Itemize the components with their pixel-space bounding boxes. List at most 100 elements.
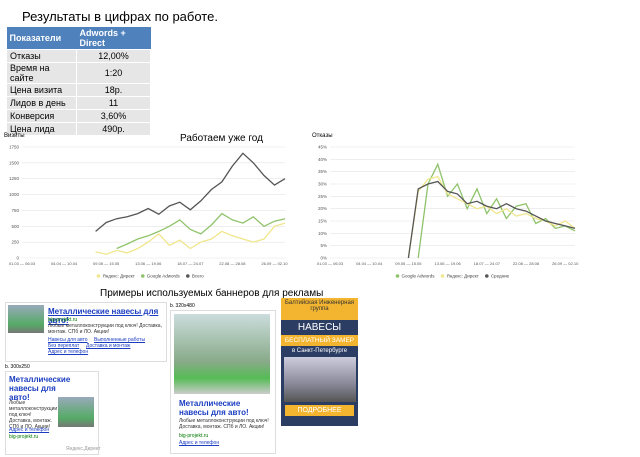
ad-button[interactable]: ПОДРОБНЕЕ <box>285 405 354 416</box>
x-tick-label: 09.05 — 15.05 <box>93 261 120 266</box>
legend-label: Google Adwords <box>402 274 436 279</box>
x-tick-label: 13.06 — 19.06 <box>135 261 162 266</box>
ad-text: Любые металлоконструкции под ключ! Доста… <box>9 400 58 430</box>
small-ad: Металлические навесы для авто! Любые мет… <box>5 371 101 455</box>
legend-swatch <box>140 274 145 278</box>
table-cell: Отказы <box>6 49 77 63</box>
chart-title: Отказы <box>312 133 333 139</box>
results-table: Показатели Adwords + Direct Отказы 12,00% В… <box>6 27 152 136</box>
x-tick-label: 18.07 — 24.07 <box>474 261 501 266</box>
x-tick-label: 26.09 — 02.10 <box>261 261 288 266</box>
charts: Визиты 0 250 500 750 1000 1250 1500 1750 01.03 — … <box>4 133 579 279</box>
y-tick-label: 30% <box>318 182 327 187</box>
display-ad[interactable]: Балтийская Инженерная группа НАВЕСЫ БЕСП… <box>281 298 358 426</box>
x-tick-label: 22.08 — 28.08 <box>513 261 540 266</box>
legend-swatch <box>186 274 190 278</box>
x-tick-label: 01.03 — 06.03 <box>9 261 36 266</box>
table-cell: Время на сайте <box>6 62 77 84</box>
ad-title[interactable]: Металлические навесы для авто! <box>48 307 159 325</box>
y-tick-label: 1250 <box>9 176 20 181</box>
y-tick-label: 0% <box>320 256 327 261</box>
header-cell: Adwords + Direct <box>76 27 151 50</box>
banners-heading: Примеры используемых баннеров для реклам… <box>100 288 324 299</box>
x-tick-label: 26.09 — 02.10 <box>552 261 579 266</box>
table-cell: 12,00% <box>75 49 152 63</box>
ad-link[interactable]: Адрес и телефон <box>48 349 89 355</box>
y-tick-label: 1750 <box>9 145 20 150</box>
ad-offer: БЕСПЛАТНЫЙ ЗАМЕР <box>281 335 358 346</box>
legend-label: Google Adwords <box>147 274 181 279</box>
ad-link[interactable]: Без переплат <box>48 343 80 349</box>
legend-label: Яндекс: Директ <box>103 274 135 279</box>
legend-swatch <box>395 274 400 278</box>
y-tick-label: 1000 <box>9 192 20 197</box>
table-cell: Цена лида <box>6 122 77 136</box>
y-tick-label: 10% <box>318 231 327 236</box>
x-tick-label: 18.07 — 24.07 <box>177 261 204 266</box>
y-tick-label: 250 <box>11 240 19 245</box>
x-tick-label: 09.05 — 15.05 <box>395 261 422 266</box>
y-tick-label: 45% <box>318 145 327 150</box>
table-cell: 1:20 <box>75 62 152 84</box>
x-tick-label: 04.04 — 10.04 <box>51 261 78 266</box>
y-tick-label: 0 <box>16 256 19 261</box>
x-tick-label: 04.04 — 10.04 <box>356 261 383 266</box>
chart-title: Визиты <box>4 133 25 139</box>
table-row: Время на сайте 1:20 <box>6 62 152 84</box>
y-tick-label: 35% <box>318 169 327 174</box>
y-tick-label: 25% <box>318 194 327 199</box>
ad-url[interactable]: big-projekt.ru <box>9 434 39 440</box>
y-tick-label: 750 <box>11 208 19 213</box>
ad-link[interactable]: Доставка и монтаж <box>86 343 131 349</box>
series-line <box>95 222 286 255</box>
charts-heading: Работаем уже год <box>180 133 263 144</box>
table-cell: Цена визита <box>6 83 77 97</box>
ad-title[interactable]: Металлические навесы для авто! <box>9 375 71 402</box>
series-line <box>116 212 286 250</box>
ad-text: Любые металлоконструкции под ключ! Доста… <box>179 418 269 430</box>
ad-url[interactable]: big-projekt.ru <box>179 433 209 439</box>
y-tick-label: 1500 <box>9 160 20 165</box>
ad-image <box>8 305 44 333</box>
x-tick-label: 22.08 — 28.08 <box>219 261 246 266</box>
legend-swatch <box>96 274 101 278</box>
ad-link[interactable]: Выполненные работы <box>94 337 146 343</box>
y-tick-label: 5% <box>320 243 327 248</box>
ad-city: в Санкт-Петербурге <box>291 348 348 354</box>
ad-company: Балтийская Инженерная группа <box>281 298 358 320</box>
table-cell: 490р. <box>75 122 152 136</box>
series-line <box>407 180 576 259</box>
table-cell: 18р. <box>75 83 152 97</box>
y-tick-label: 40% <box>318 157 327 162</box>
legend-swatch <box>485 274 489 278</box>
page-title: Результаты в цифрах по работе. <box>22 9 218 24</box>
x-tick-label: 13.06 — 19.06 <box>434 261 461 266</box>
table-cell: 11 <box>75 96 152 110</box>
ad-image <box>58 397 94 427</box>
ad-link[interactable]: Навесы для авто <box>48 337 88 343</box>
ad-footer: Яндекс.Директ <box>66 446 101 452</box>
table-row: Лидов в день 11 <box>6 96 152 110</box>
ad-link[interactable]: Адрес и телефон <box>9 427 50 433</box>
ad-title[interactable]: Металлические навесы для авто! <box>179 399 249 417</box>
text-ad: Металлические навесы для авто! big-proje… <box>5 302 167 362</box>
series-line <box>417 162 576 259</box>
legend-label: Всего <box>192 274 204 279</box>
table-cell: Конверсия <box>6 109 77 123</box>
ad-link[interactable]: Адрес и телефон <box>179 440 220 446</box>
y-tick-label: 500 <box>11 224 19 229</box>
table-cell: Лидов в день <box>6 96 77 110</box>
legend-label: Средние <box>491 274 510 279</box>
legend-label: Яндекс: Директ <box>447 274 479 279</box>
y-tick-label: 15% <box>318 219 327 224</box>
table-row: Отказы 12,00% <box>6 49 152 63</box>
ad-url[interactable]: big-projekt.ru <box>48 317 78 323</box>
table-cell: 3,60% <box>75 109 152 123</box>
table-row: Цена визита 18р. <box>6 83 152 97</box>
ad-image <box>283 357 356 402</box>
series-line <box>95 152 286 232</box>
ad-text: Любые металлоконструкции под ключ! Доста… <box>48 323 162 335</box>
ad-product: НАВЕСЫ <box>297 322 342 333</box>
ad-size: b. 300x250 <box>5 364 30 370</box>
y-tick-label: 20% <box>318 206 327 211</box>
